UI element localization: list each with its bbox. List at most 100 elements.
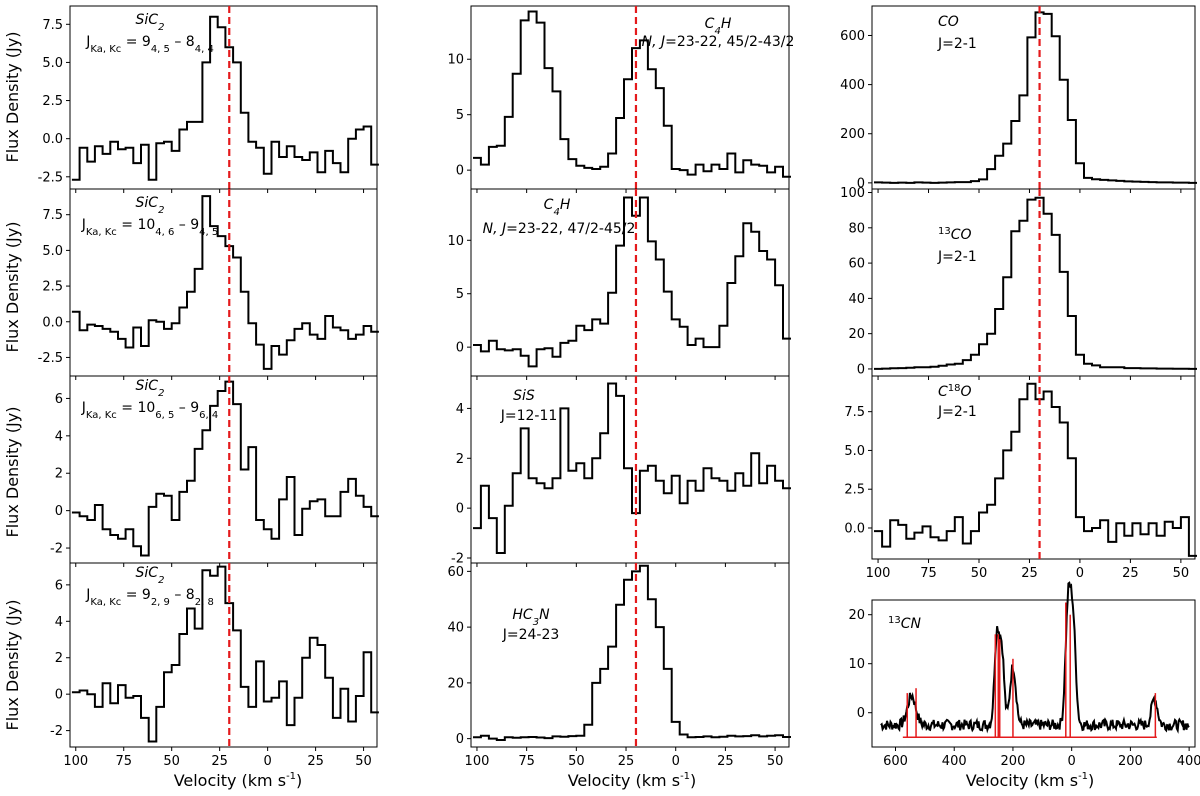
xtick-label: 25	[1122, 566, 1139, 581]
ytick-label: 10	[848, 657, 865, 672]
ytick-label: 600	[840, 29, 865, 44]
ylabel-row2: Flux Density (Jy)	[3, 222, 22, 353]
panel-p32: -2 0 2 4 SiS J=12-11	[451, 375, 791, 567]
spectrum-line	[473, 10, 791, 178]
xtick-label: 50	[355, 754, 372, 769]
xtick-label: 50	[1173, 566, 1190, 581]
ytick-label: 0.0	[42, 132, 63, 147]
axes-frame	[470, 562, 790, 748]
ytick-label: 5.0	[844, 444, 865, 459]
ytick-label: 100	[840, 186, 865, 201]
ytick-label: 0	[55, 504, 63, 519]
axes-frame	[871, 599, 1196, 748]
transition-label: JKa, Kc = 104, 6 – 94, 5	[81, 217, 219, 238]
ytick-label: 10	[447, 53, 464, 68]
ytick-label: 2	[55, 467, 63, 482]
ytick-label: -2	[50, 542, 63, 557]
species-label: 13CN	[888, 615, 922, 633]
panel-p23: 0 20 40 60 80 100 13CO J=2-1	[840, 186, 1197, 380]
ytick-label: 400	[840, 78, 865, 93]
ylabel-row3: Flux Density (Jy)	[3, 407, 22, 538]
ytick-label: 5.0	[42, 56, 63, 71]
axes-frame	[69, 5, 378, 190]
xlabel-sup: -1	[286, 771, 296, 782]
ytick-label: 5	[456, 287, 464, 302]
ytick-label: 0	[456, 732, 464, 747]
ytick-label: 0	[456, 164, 464, 179]
ytick-label: -2.5	[38, 170, 63, 185]
ytick-label: 60	[447, 565, 464, 580]
xlabel-end: )	[690, 771, 696, 790]
svg-text:Velocity (km s-1): Velocity (km s-1)	[174, 771, 303, 790]
xlabel-col2: Velocity (km s-1)	[568, 771, 697, 790]
ytick-label: 200	[840, 127, 865, 142]
xtick-label: 0	[1068, 754, 1076, 769]
species-label: SiC2	[136, 378, 165, 399]
panel-p43: 0 10 20 600 400 200 0 200 400 13CN	[848, 581, 1200, 769]
xtick-label: 200	[1001, 754, 1026, 769]
svg-text:Velocity (km s-1): Velocity (km s-1)	[568, 771, 697, 790]
species-label: CO	[938, 14, 959, 30]
spectrum-line	[874, 11, 1197, 184]
ytick-label: 0	[456, 341, 464, 356]
xtick-label: 75	[115, 754, 132, 769]
ylabel-row1: Flux Density (Jy)	[3, 32, 22, 163]
xtick-label: 100	[866, 566, 891, 581]
xlabel-text: Velocity (km s	[568, 771, 680, 790]
ytick-label: 7.5	[42, 208, 63, 223]
panel-p22: 0 5 10 C4H N, J=23-22, 47/2-45/2	[447, 188, 791, 380]
xlabel-sup: -1	[680, 771, 690, 782]
ytick-label: 0	[456, 502, 464, 517]
ytick-label: 20	[447, 676, 464, 691]
spectrum-line	[874, 196, 1197, 370]
transition-label: J=24-23	[502, 627, 560, 643]
ytick-label: 2.5	[42, 94, 63, 109]
axes-frame	[470, 188, 790, 377]
xtick-label: 25	[307, 754, 324, 769]
ylabel-row4: Flux Density (Jy)	[3, 600, 22, 731]
species-label: SiC2	[136, 12, 165, 33]
ytick-label: 20	[848, 608, 865, 623]
ytick-label: 0	[55, 688, 63, 703]
xlabel-col1: Velocity (km s-1)	[174, 771, 303, 790]
axes-frame	[871, 375, 1196, 560]
ytick-label: -2.5	[38, 351, 63, 366]
ytick-label: 60	[848, 257, 865, 272]
ytick-label: 2.5	[844, 483, 865, 498]
xtick-label: 100	[63, 754, 88, 769]
spectrum-line	[71, 565, 379, 743]
xlabel-end: )	[1088, 771, 1094, 790]
ytick-label: 80	[848, 221, 865, 236]
xtick-label: 50	[568, 754, 585, 769]
xtick-label: 400	[1177, 754, 1200, 769]
species-label: HC3N	[512, 607, 550, 628]
ytick-label: 4	[55, 429, 63, 444]
ytick-label: 4	[456, 402, 464, 417]
xtick-label: 75	[518, 754, 535, 769]
xlabel-col3: Velocity (km s-1)	[966, 771, 1095, 790]
panel-p13: 0 200 400 600 CO J=2-1	[840, 5, 1197, 193]
spectrum-line	[880, 581, 1190, 734]
ytick-label: 20	[848, 327, 865, 342]
xtick-label: 25	[211, 754, 228, 769]
axes-frame	[470, 375, 790, 564]
xtick-label: 100	[465, 754, 490, 769]
species-label: C4H	[705, 16, 732, 37]
transition-label: JKa, Kc = 106, 5 – 96, 4	[81, 400, 219, 421]
xtick-label: 400	[942, 754, 967, 769]
ytick-label: 4	[55, 615, 63, 630]
spectrum-line	[473, 196, 791, 368]
xtick-label: 50	[163, 754, 180, 769]
ytick-label: 0.0	[844, 521, 865, 536]
xtick-label: 0	[672, 754, 680, 769]
ytick-label: 2	[456, 452, 464, 467]
xlabel-text: Velocity (km s	[966, 771, 1078, 790]
ytick-label: 5	[456, 108, 464, 123]
ytick-label: 10	[447, 234, 464, 249]
axes-frame	[871, 188, 1196, 377]
xtick-label: 600	[883, 754, 908, 769]
